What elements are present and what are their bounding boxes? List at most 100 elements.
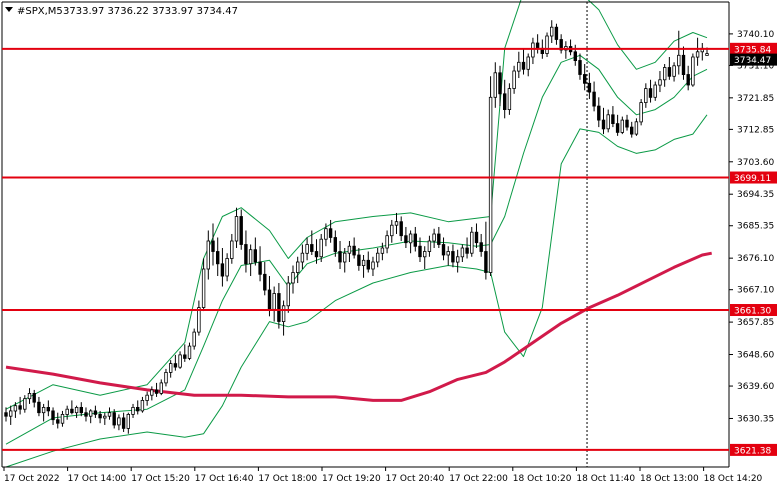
candle-body-bull [103,415,107,419]
candle [441,237,446,261]
candle [347,240,352,263]
candle [639,99,643,126]
candle [413,226,417,252]
price-tag [730,443,777,456]
price-tag [730,304,777,317]
candle [366,251,370,273]
y-tick-label: 3721.85 [737,94,774,104]
candle-body-bear [112,412,116,426]
candle-body-bear [267,289,272,310]
candle [375,247,380,268]
candle-body-bull [531,42,535,58]
candle-body-bull [361,259,366,266]
candle-body-bull [65,408,69,415]
candle-body-bull [145,394,149,401]
candle-body-bear [399,221,403,237]
candle-body-bull [60,413,65,424]
candle [305,237,309,261]
candle-body-bear [583,74,587,84]
x-tick-label: 17 Oct 20:40 [386,474,445,484]
x-tick-label: 18 Oct 11:40 [576,474,635,484]
candle-body-bull [493,72,497,98]
y-tick-label: 3740.10 [737,30,774,40]
candle-body-bear [277,293,281,322]
candle [474,223,479,248]
y-tick-label: 3703.60 [737,158,774,168]
candle-body-bear [597,105,601,121]
candle [51,407,55,425]
candle [465,237,469,259]
candle-body-bear [559,39,563,51]
candle [493,62,497,108]
candle-body-bull [695,51,700,58]
candle [263,262,267,296]
candle-body-bull [390,224,394,237]
candle [545,32,549,58]
candle [107,407,112,420]
candle-body-bear [244,244,248,265]
candle [597,97,601,128]
candle [291,265,295,294]
candle [667,57,672,80]
candle-body-bear [611,114,615,125]
candle-body-bull [23,398,27,410]
candle [427,235,432,257]
candle [695,37,700,66]
candle [168,360,173,378]
x-tick-label: 18 Oct 13:00 [640,474,699,484]
candle [404,226,408,248]
candle [8,405,13,425]
y-tick-label: 3685.35 [737,222,774,232]
candle-body-bear [352,245,356,256]
candle [18,396,22,415]
candle [630,121,634,138]
candle [258,246,262,282]
candle-body-bear [357,254,361,266]
candle [187,342,192,361]
candle [611,106,615,128]
candle [79,402,83,417]
candle-body-bull [187,345,192,359]
candle-body-bear [70,408,74,414]
candle [418,237,422,263]
candle-body-bear [498,72,502,95]
candle [74,405,79,418]
candle-body-bull [347,245,352,254]
candle [131,403,135,418]
candle [484,221,488,280]
candle [455,249,460,273]
candle-body-bull [272,293,276,310]
x-tick-label: 18 Oct 10:20 [513,474,572,484]
horizontal-levels: 3735.84 3699.11 3661.30 3621.38 3734.47 [2,42,777,456]
candle-body-bull [375,252,380,263]
candle [23,395,27,413]
x-tick-label: 17 Oct 14:00 [68,474,127,484]
candle-body-bull [644,88,648,103]
candle-body-bear [121,417,126,429]
candle-body-bear [451,251,455,263]
candle [437,226,441,248]
candle [112,409,116,429]
candle-body-bear [587,82,592,93]
candle [230,233,234,264]
candle [488,76,493,277]
candle-body-bear [441,244,446,256]
candle [677,30,681,75]
candle [27,388,32,404]
candle [117,414,121,431]
triangle-down-icon[interactable] [5,7,13,12]
candle [145,391,149,406]
candle-body-bull [517,61,521,72]
current-price-tag [730,53,777,66]
y-tick-label: 3694.35 [737,190,774,200]
candle [295,256,300,284]
candle-body-bull [286,282,290,307]
candle [517,51,521,79]
candle [606,109,610,133]
bollinger-upper-line [5,0,708,410]
candle-body-bull [234,216,239,242]
candle [691,53,695,87]
candle-body-bull [606,114,610,130]
candle-body-bull [550,26,554,37]
